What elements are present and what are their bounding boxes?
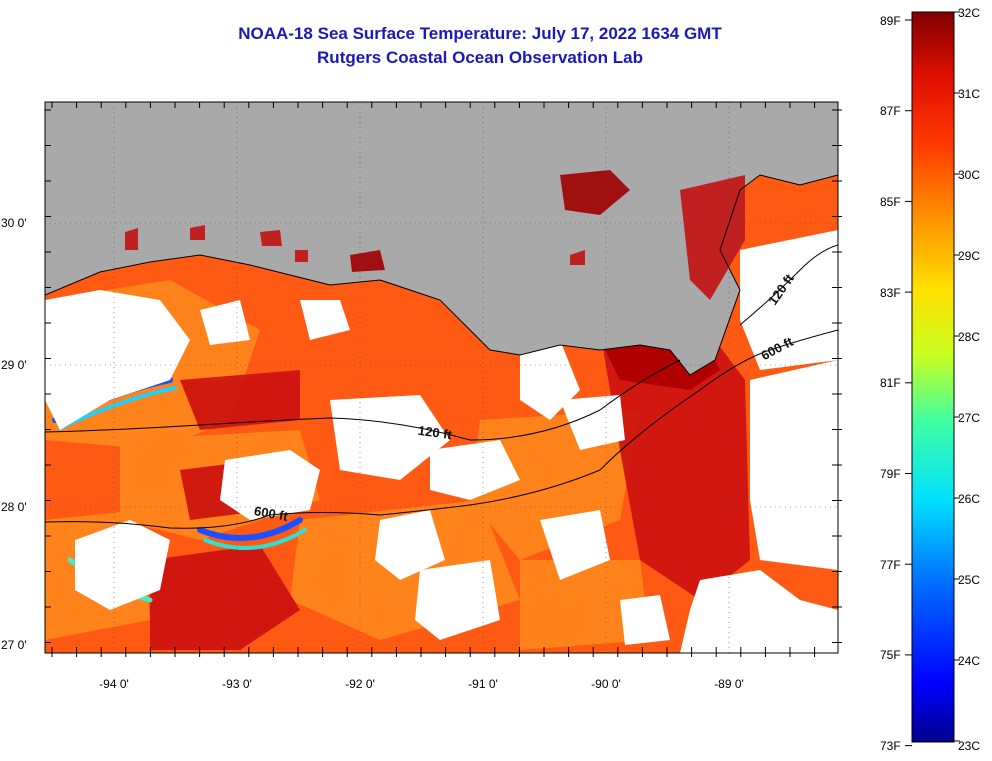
colorbar-f-label: 85F xyxy=(880,195,901,209)
lat-label: 28 0' xyxy=(1,500,27,514)
colorbar-f-label: 89F xyxy=(880,14,901,28)
contour-120ft-east xyxy=(739,244,838,326)
coastal-marsh-red xyxy=(560,170,630,215)
colorbar-c-label: 31C xyxy=(958,87,981,101)
colorbar xyxy=(911,11,955,743)
colorbar-f-label: 77F xyxy=(880,558,901,572)
colorbar-f-label: 81F xyxy=(880,376,901,390)
contour-600ft-west xyxy=(45,329,838,529)
coastal-marsh-red xyxy=(125,228,138,250)
bathymetry-contours xyxy=(45,244,838,529)
coastal-marsh-red xyxy=(260,230,282,246)
contour-120ft-west xyxy=(45,359,681,441)
colorbar-c-label: 28C xyxy=(958,330,981,344)
coastal-marsh-red xyxy=(350,250,385,272)
lat-label: 30 0' xyxy=(1,216,27,230)
lat-label: 29 0' xyxy=(1,358,27,372)
colorbar-c-label: 23C xyxy=(958,739,981,753)
colorbar-f-label: 73F xyxy=(880,739,901,753)
axis-ticks xyxy=(45,102,842,657)
colorbar-ticks xyxy=(905,11,960,747)
colorbar-c-label: 25C xyxy=(958,573,981,587)
lon-label: -92 0' xyxy=(345,677,375,691)
coastal-marsh-red xyxy=(190,225,205,240)
colorbar-c-label: 30C xyxy=(958,168,981,182)
graticule xyxy=(45,102,838,653)
coastline xyxy=(45,174,838,376)
lat-label: 27 0' xyxy=(1,638,27,652)
map-subtitle: Rutgers Coastal Ocean Observation Lab xyxy=(317,48,643,67)
colorbar-c-label: 26C xyxy=(958,492,981,506)
map-title: NOAA-18 Sea Surface Temperature: July 17… xyxy=(238,24,722,43)
colorbar-f-label: 83F xyxy=(880,286,901,300)
lon-label: -90 0' xyxy=(591,677,621,691)
colorbar-f-label: 87F xyxy=(880,104,901,118)
lon-label: -89 0' xyxy=(714,677,744,691)
map-area xyxy=(45,102,838,653)
land-mass xyxy=(45,102,838,376)
coastal-marsh-red xyxy=(570,250,585,265)
colorbar-c-label: 24C xyxy=(958,654,981,668)
lon-label: -94 0' xyxy=(99,677,129,691)
lon-label: -91 0' xyxy=(468,677,498,691)
land xyxy=(45,102,838,375)
map-frame xyxy=(44,101,839,654)
lon-label: -93 0' xyxy=(222,677,252,691)
coastal-marsh-red xyxy=(295,250,308,262)
colorbar-f-label: 79F xyxy=(880,467,901,481)
coastal-marsh-red xyxy=(680,175,745,300)
colorbar-c-label: 29C xyxy=(958,249,981,263)
colorbar-f-label: 75F xyxy=(880,648,901,662)
colorbar-c-label: 32C xyxy=(958,6,981,20)
cloud-cover xyxy=(45,230,838,653)
colorbar-c-label: 27C xyxy=(958,411,981,425)
